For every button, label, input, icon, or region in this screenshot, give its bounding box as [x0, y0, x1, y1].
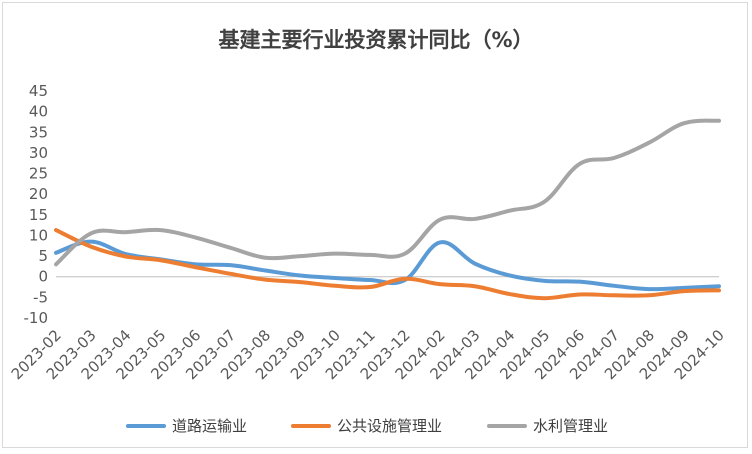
legend: 道路运输业 公共设施管理业 水利管理业 [126, 417, 608, 435]
series-line-3 [54, 118, 721, 267]
y-tick-label: -10 [24, 309, 49, 327]
legend-label: 道路运输业 [172, 417, 247, 435]
series-line-2 [54, 228, 721, 301]
y-tick-label: 0 [38, 268, 48, 286]
y-tick-label: 25 [29, 165, 48, 183]
y-tick-label: 35 [29, 123, 48, 141]
legend-label: 水利管理业 [533, 417, 608, 435]
y-tick-label: 5 [38, 247, 48, 265]
legend-label: 公共设施管理业 [337, 417, 442, 435]
chart-title: 基建主要行业投资累计同比（%） [218, 28, 533, 52]
y-tick-label: -5 [33, 288, 48, 306]
y-tick-label: 10 [29, 226, 48, 244]
y-tick-label: 40 [29, 103, 48, 121]
y-tick-label: 15 [29, 206, 48, 224]
chart-frame: 基建主要行业投资累计同比（%） -10 -5 0 5 10 15 20 25 30 35 40 45 2… [2, 2, 748, 448]
series-layer [54, 118, 721, 301]
y-tick-label: 45 [29, 82, 48, 100]
y-tick-label: 30 [29, 144, 48, 162]
line-chart: 基建主要行业投资累计同比（%） -10-50510152025303540452… [8, 28, 728, 435]
y-tick-label: 20 [29, 185, 48, 203]
